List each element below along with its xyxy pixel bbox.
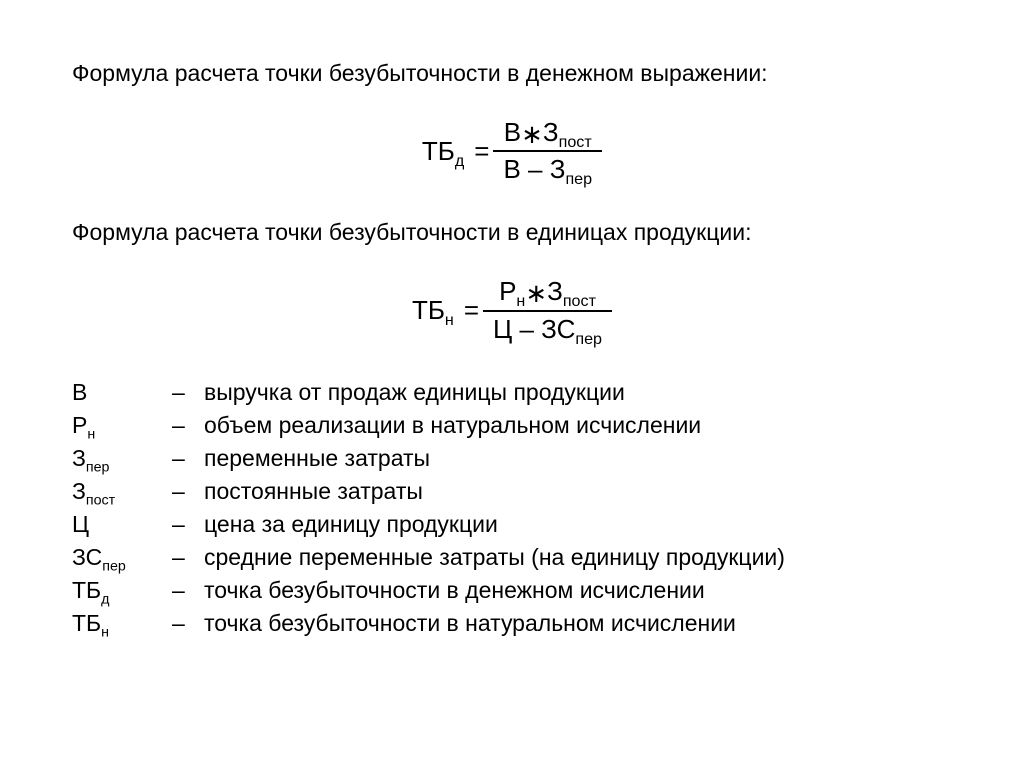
formula2-den-minus: –: [519, 314, 533, 344]
legend-symbol: Зпост: [72, 476, 172, 507]
legend-row: Зпост–постоянные затраты: [72, 476, 952, 507]
legend-symbol-sub: н: [87, 426, 95, 442]
legend-description: точка безубыточности в натуральном исчис…: [204, 608, 952, 639]
formula-units: ТБн = Рн∗Зпост Ц – ЗСпер: [72, 276, 952, 344]
formula2-den-right-sub: пер: [575, 330, 602, 348]
legend-symbol-sub: пер: [102, 559, 126, 575]
legend-symbol-main: ЗС: [72, 544, 102, 570]
formula2-den-left: Ц: [493, 314, 512, 344]
legend-row: В –выручка от продаж единицы продукции: [72, 377, 952, 408]
legend-symbol: Ц: [72, 509, 172, 540]
formula1-lhs-main: ТБ: [422, 136, 455, 166]
legend-description: средние переменные затраты (на единицу п…: [204, 542, 952, 573]
legend-dash: –: [172, 443, 204, 474]
formula1-den-left: В: [503, 154, 520, 184]
formula2-num-right-main: З: [547, 276, 563, 306]
document-page: Формула расчета точки безубыточности в д…: [0, 0, 1024, 639]
legend-description: выручка от продаж единицы продукции: [204, 377, 952, 408]
formula1-lhs: ТБд: [422, 134, 470, 169]
legend-description: переменные затраты: [204, 443, 952, 474]
legend-symbol-main: ТБ: [72, 577, 101, 603]
formula-monetary: ТБд = В∗Зпост В – Зпер: [72, 117, 952, 185]
heading-monetary: Формула расчета точки безубыточности в д…: [72, 58, 952, 89]
formula2-num-right-sub: пост: [563, 293, 596, 311]
legend-description: постоянные затраты: [204, 476, 952, 507]
formula1-den-right-main: З: [550, 154, 566, 184]
legend-row: ЗСпер–средние переменные затраты (на еди…: [72, 542, 952, 573]
legend-symbol: ТБд: [72, 575, 172, 606]
formula1-num-right-main: З: [543, 117, 559, 147]
formula2-denominator: Ц – ЗСпер: [483, 310, 612, 345]
legend-symbol-sub: пер: [86, 460, 110, 476]
legend-description: объем реализации в натуральном исчислени…: [204, 410, 952, 441]
legend-dash: –: [172, 608, 204, 639]
legend-description: точка безубыточности в денежном исчислен…: [204, 575, 952, 606]
formula2-den-right-main: ЗС: [541, 314, 575, 344]
legend-symbol-main: З: [72, 445, 86, 471]
legend-row: ТБн–точка безубыточности в натуральном и…: [72, 608, 952, 639]
legend-symbol-main: В: [72, 379, 87, 405]
equals-sign: =: [470, 134, 493, 169]
legend-dash: –: [172, 410, 204, 441]
legend: В–выручка от продаж единицы продукцииРн–…: [72, 377, 952, 639]
formula2-numerator: Рн∗Зпост: [489, 276, 606, 309]
legend-symbol-main: Р: [72, 412, 87, 438]
formula2-num-left-main: Р: [499, 276, 516, 306]
formula2-lhs-sub: н: [445, 311, 454, 329]
legend-dash: –: [172, 575, 204, 606]
legend-row: ТБд–точка безубыточности в денежном исчи…: [72, 575, 952, 606]
formula1-fraction: В∗Зпост В – Зпер: [493, 117, 602, 185]
legend-description: цена за единицу продукции: [204, 509, 952, 540]
legend-row: Зпер–переменные затраты: [72, 443, 952, 474]
legend-row: Ц –цена за единицу продукции: [72, 509, 952, 540]
legend-symbol: Рн: [72, 410, 172, 441]
legend-dash: –: [172, 377, 204, 408]
heading-units: Формула расчета точки безубыточности в е…: [72, 217, 952, 248]
legend-dash: –: [172, 542, 204, 573]
legend-symbol-sub: д: [101, 592, 109, 608]
formula1-num-right-sub: пост: [559, 133, 592, 151]
legend-symbol-sub: н: [101, 625, 109, 641]
formula2-lhs: ТБн: [412, 293, 460, 328]
legend-dash: –: [172, 476, 204, 507]
formula1-den-right-sub: пер: [565, 170, 592, 188]
legend-symbol-main: ТБ: [72, 610, 101, 636]
formula2-fraction: Рн∗Зпост Ц – ЗСпер: [483, 276, 612, 344]
formula2-lhs-main: ТБ: [412, 295, 445, 325]
legend-symbol: В: [72, 377, 172, 408]
formula1-denominator: В – Зпер: [493, 150, 602, 185]
legend-row: Рн–объем реализации в натуральном исчисл…: [72, 410, 952, 441]
formula1-numerator: В∗Зпост: [494, 117, 602, 150]
legend-symbol: ЗСпер: [72, 542, 172, 573]
formula1-lhs-sub: д: [455, 152, 464, 170]
legend-symbol-sub: пост: [86, 493, 115, 509]
formula1-num-left: В: [504, 117, 521, 147]
formula2-num-left-sub: н: [516, 293, 525, 311]
formula1-den-minus: –: [528, 154, 542, 184]
multiply-icon: ∗: [521, 119, 543, 149]
equals-sign: =: [460, 293, 483, 328]
multiply-icon: ∗: [525, 278, 547, 308]
legend-dash: –: [172, 509, 204, 540]
legend-symbol: ТБн: [72, 608, 172, 639]
legend-symbol: Зпер: [72, 443, 172, 474]
legend-symbol-main: З: [72, 478, 86, 504]
legend-symbol-main: Ц: [72, 511, 89, 537]
